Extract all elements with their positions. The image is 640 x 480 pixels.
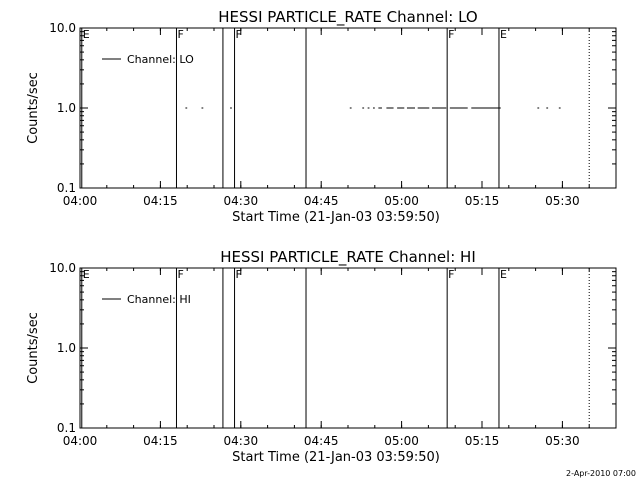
panel2-y-tick-label: 10.0 [49, 261, 76, 275]
panel2-y-axis-label: Counts/sec [26, 312, 41, 384]
panel2-plot-frame [79, 267, 617, 429]
panel2-legend-entry: Channel: HI [127, 293, 191, 306]
panel1-event-marker-label: F [236, 28, 242, 41]
panel1-chart-title: HESSI PARTICLE_RATE Channel: LO [218, 8, 477, 27]
panel2-x-tick-label: 05:30 [545, 434, 580, 448]
panel2-event-marker-label: F [177, 268, 183, 281]
panel1-x-tick-label: 04:15 [143, 194, 178, 208]
panel2-x-tick-label: 05:15 [465, 434, 500, 448]
panel1-x-tick-label: 05:30 [545, 194, 580, 208]
panel1-event-marker-label: E [500, 28, 507, 41]
panel2-event-marker-label: E [500, 268, 507, 281]
panel2-x-tick-label: 04:30 [224, 434, 259, 448]
panel2-x-tick-label: 05:00 [384, 434, 419, 448]
panel1-y-tick-label: 0.1 [57, 181, 76, 195]
panel1-x-tick-label: 05:00 [384, 194, 419, 208]
panel2-chart-title: HESSI PARTICLE_RATE Channel: HI [220, 248, 476, 267]
panel1-y-tick-label: 1.0 [57, 101, 76, 115]
panel2-y-tick-label: 0.1 [57, 421, 76, 435]
panel2-y-tick-label: 1.0 [57, 341, 76, 355]
panel1-y-axis-label: Counts/sec [26, 72, 41, 144]
panel2-x-tick-label: 04:00 [63, 434, 98, 448]
panel2-x-tick-label: 04:15 [143, 434, 178, 448]
panel2-x-axis-label: Start Time (21-Jan-03 03:59:50) [232, 450, 440, 465]
panel1-event-marker-label: F [448, 28, 454, 41]
panel2-event-marker-label: F [236, 268, 242, 281]
panel2-event-marker-label: F [448, 268, 454, 281]
panel1-event-marker-label: F [177, 28, 183, 41]
panel1-y-tick-label: 10.0 [49, 21, 76, 35]
panel2-x-tick-label: 04:45 [304, 434, 339, 448]
panel1-x-axis-label: Start Time (21-Jan-03 03:59:50) [232, 210, 440, 225]
panel1-x-tick-label: 04:45 [304, 194, 339, 208]
panel2-event-marker-label: E [83, 268, 90, 281]
panel1-x-tick-label: 04:30 [224, 194, 259, 208]
panel1-event-marker-label: E [83, 28, 90, 41]
panel1-plot-frame [79, 27, 617, 189]
panel1-x-tick-label: 05:15 [465, 194, 500, 208]
generation-timestamp: 2-Apr-2010 07:00 [566, 469, 636, 478]
panel1-legend-entry: Channel: LO [127, 53, 194, 66]
panel1-x-tick-label: 04:00 [63, 194, 98, 208]
